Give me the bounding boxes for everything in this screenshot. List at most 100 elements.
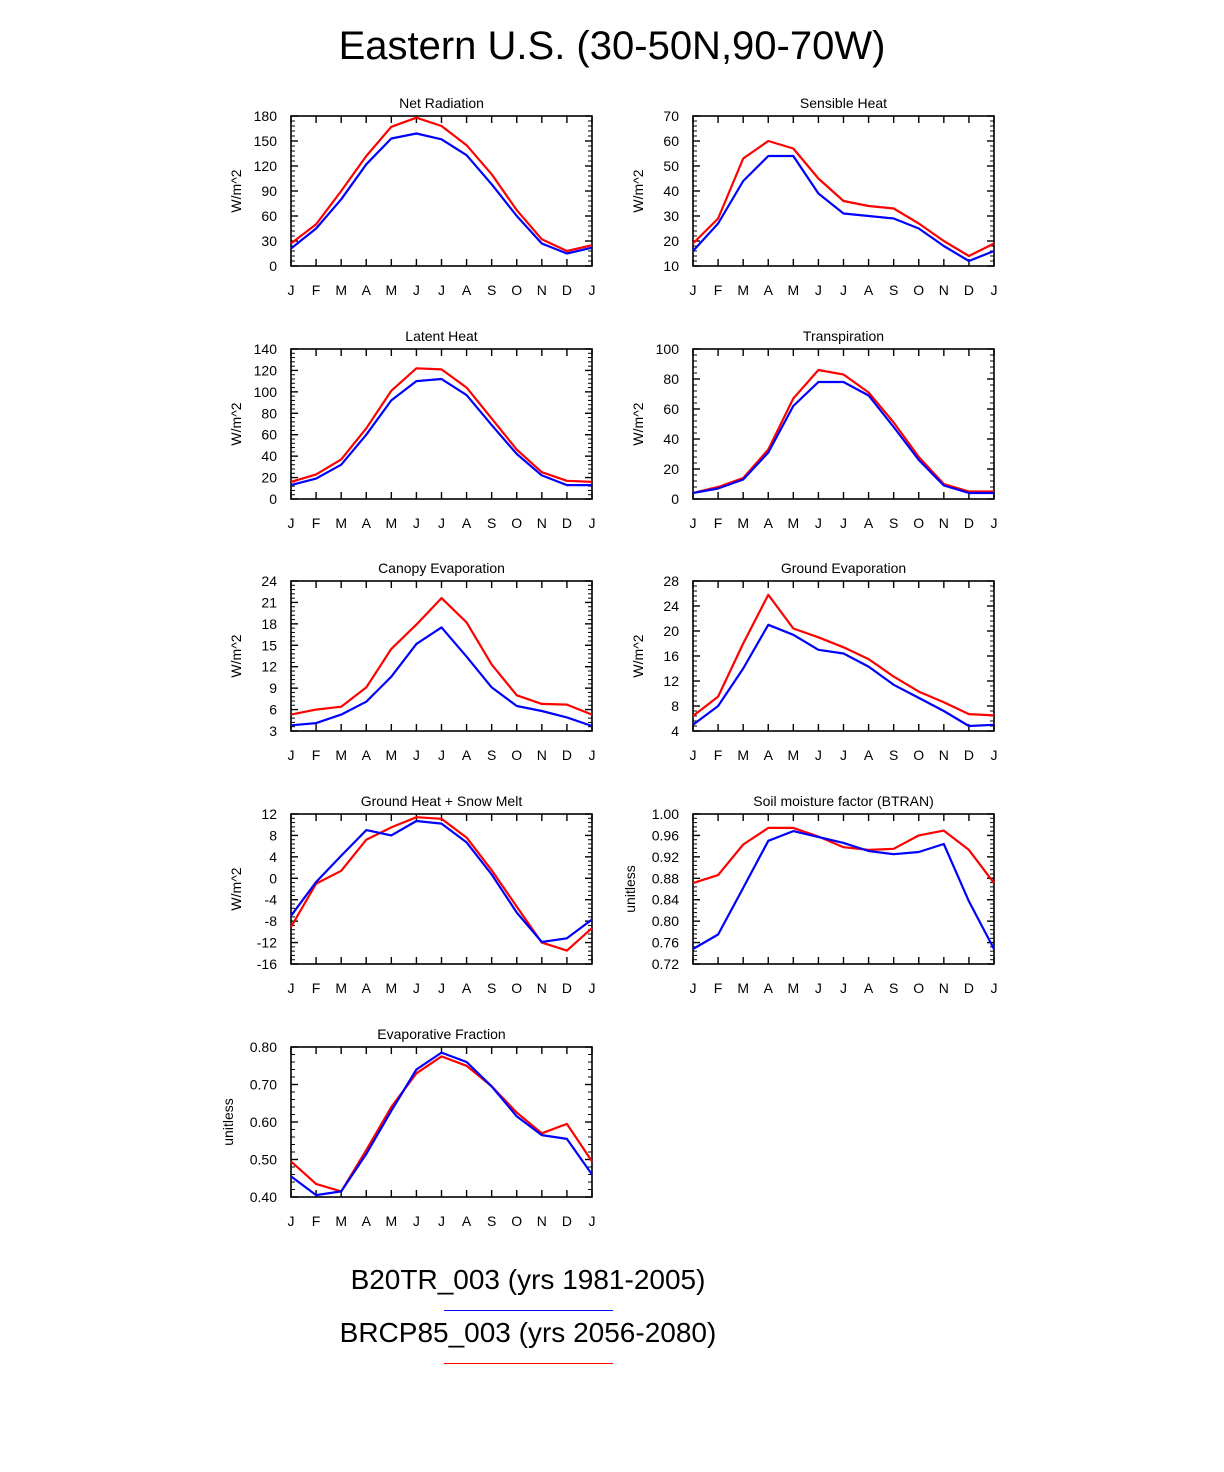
y-tick-label: -12 (257, 935, 277, 951)
legend-line-series2 (444, 1363, 613, 1364)
x-tick-label: J (815, 747, 822, 763)
x-tick-label: F (714, 282, 723, 298)
x-tick-label: J (288, 980, 295, 996)
x-tick-label: S (487, 980, 496, 996)
series-line-2 (290, 367, 593, 483)
x-tick-label: N (939, 515, 949, 531)
x-tick-label: J (438, 747, 445, 763)
y-tick-label: 0 (269, 870, 277, 886)
x-tick-label: F (714, 515, 723, 531)
y-axis-label: W/m^2 (228, 169, 244, 212)
x-tick-label: A (864, 747, 874, 763)
x-tick-label: J (991, 282, 998, 298)
series-line-1 (290, 132, 593, 255)
x-tick-label: S (487, 282, 496, 298)
series-line-1 (290, 377, 592, 487)
x-tick-label: A (764, 282, 774, 298)
y-tick-label: 70 (663, 108, 679, 124)
y-tick-label: 0 (269, 491, 277, 507)
y-tick-label: 12 (261, 806, 277, 822)
y-axis-label: W/m^2 (630, 634, 646, 677)
legend-label-series1: B20TR_003 (yrs 1981-2005) (350, 1264, 706, 1295)
x-tick-label: J (438, 515, 445, 531)
y-tick-label: 60 (663, 401, 679, 417)
y-tick-label: 0.76 (652, 935, 679, 951)
y-tick-label: 30 (663, 208, 679, 224)
y-axis-label: W/m^2 (228, 867, 244, 910)
panel-title: Net Radiation (399, 95, 484, 111)
panel-title: Evaporative Fraction (377, 1026, 505, 1042)
x-tick-label: J (815, 515, 822, 531)
y-tick-label: 100 (656, 341, 680, 357)
x-tick-label: F (312, 282, 321, 298)
x-tick-label: J (840, 515, 847, 531)
x-tick-label: O (511, 1213, 522, 1229)
x-tick-label: D (562, 1213, 572, 1229)
x-tick-label: F (312, 515, 321, 531)
x-tick-label: A (362, 515, 372, 531)
x-tick-label: M (385, 515, 397, 531)
x-tick-label: J (991, 747, 998, 763)
series-line-1 (692, 154, 995, 263)
y-tick-label: 90 (261, 183, 277, 199)
y-tick-label: 20 (663, 233, 679, 249)
x-tick-label: A (462, 1213, 472, 1229)
x-tick-label: J (413, 980, 420, 996)
x-tick-label: A (864, 515, 874, 531)
legend-label-series2: BRCP85_003 (yrs 2056-2080) (339, 1317, 717, 1348)
x-tick-label: J (589, 1213, 596, 1229)
x-tick-label: S (487, 1213, 496, 1229)
y-tick-label: 140 (254, 341, 278, 357)
x-tick-label: N (537, 515, 547, 531)
x-tick-label: O (913, 980, 924, 996)
x-tick-label: O (913, 282, 924, 298)
x-tick-label: D (562, 980, 572, 996)
y-tick-label: 60 (261, 427, 277, 443)
y-tick-label: 120 (254, 362, 278, 378)
x-tick-label: S (487, 515, 496, 531)
panel-title: Sensible Heat (800, 95, 887, 111)
panel-title: Soil moisture factor (BTRAN) (753, 793, 933, 809)
y-tick-label: 30 (261, 233, 277, 249)
x-tick-label: N (939, 747, 949, 763)
x-tick-label: M (787, 282, 799, 298)
y-tick-label: 0.70 (250, 1077, 277, 1093)
x-tick-label: J (413, 515, 420, 531)
x-tick-label: D (964, 980, 974, 996)
y-tick-label: 0.84 (652, 892, 679, 908)
y-tick-label: 12 (663, 673, 679, 689)
x-tick-label: O (511, 747, 522, 763)
y-tick-label: 10 (663, 258, 679, 274)
y-tick-label: 0.96 (652, 827, 679, 843)
y-tick-label: -16 (257, 956, 277, 972)
x-tick-label: J (690, 980, 697, 996)
y-tick-label: 0.92 (652, 849, 679, 865)
y-tick-label: 15 (261, 637, 277, 653)
series-line-2 (290, 1055, 593, 1193)
x-tick-label: J (413, 747, 420, 763)
x-tick-label: N (537, 747, 547, 763)
x-tick-label: J (840, 282, 847, 298)
series-line-1 (692, 623, 995, 728)
x-tick-label: A (462, 980, 472, 996)
y-tick-label: 60 (261, 208, 277, 224)
x-tick-label: M (385, 980, 397, 996)
x-tick-label: D (964, 282, 974, 298)
x-tick-label: M (335, 515, 347, 531)
x-tick-label: N (537, 282, 547, 298)
y-tick-label: 3 (269, 723, 277, 739)
x-tick-label: F (312, 747, 321, 763)
x-tick-label: J (288, 747, 295, 763)
series-line-2 (290, 816, 593, 952)
y-tick-label: 21 (261, 594, 277, 610)
panel-title: Ground Heat + Snow Melt (361, 793, 523, 809)
x-tick-label: A (764, 747, 774, 763)
y-tick-label: 0.50 (250, 1152, 277, 1168)
x-tick-label: S (889, 980, 898, 996)
x-tick-label: O (913, 747, 924, 763)
